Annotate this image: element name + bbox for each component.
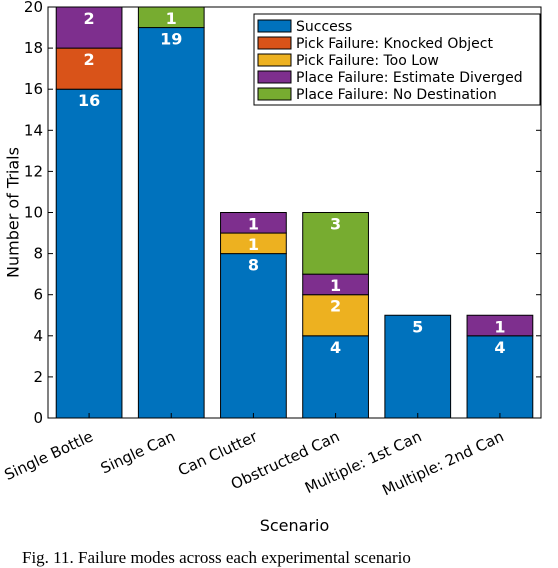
- x-tick-label-single-bottle: Single Bottle: [2, 427, 96, 484]
- legend-label-pick-failure-too-low: Pick Failure: Too Low: [296, 53, 439, 69]
- x-axis-label: Scenario: [260, 516, 330, 535]
- figure-caption: Fig. 11. Failure modes across each exper…: [22, 548, 411, 567]
- legend-label-pick-failure-knocked-object: Pick Failure: Knocked Object: [296, 36, 493, 52]
- y-tick-label: 0: [33, 409, 43, 427]
- y-tick-label: 20: [24, 0, 43, 16]
- data-label-single-bottle-pick-failure-knocked-object: 2: [84, 50, 95, 69]
- bar-single-can-success: [137, 27, 205, 419]
- bar-can-clutter-success: [220, 253, 287, 419]
- bars-layer: [55, 6, 534, 419]
- data-label-single-bottle-place-failure-estimate-diverged: 2: [84, 9, 95, 28]
- bar-multiple-1st-can-success: [384, 314, 452, 419]
- bar-multiple-2nd-can-place-failure-estimate-diverged: [466, 314, 534, 337]
- y-tick-label: 14: [24, 121, 43, 139]
- y-tick-label: 18: [24, 39, 43, 57]
- bar-can-clutter-place-failure-estimate-diverged: [220, 212, 287, 234]
- data-label-can-clutter-success: 8: [248, 256, 259, 275]
- data-label-multiple-1st-can-success: 5: [412, 317, 423, 336]
- bar-obstructed-can-place-failure-no-destination: [302, 212, 369, 275]
- y-tick-label: 16: [24, 80, 43, 98]
- bar-single-bottle-success: [55, 88, 123, 419]
- legend-swatch-pick-failure-knocked-object: [257, 36, 292, 50]
- data-label-obstructed-can-success: 4: [330, 338, 341, 357]
- y-tick-label: 10: [24, 204, 43, 222]
- data-label-can-clutter-pick-failure-too-low: 1: [248, 235, 259, 254]
- y-tick-label: 2: [33, 368, 43, 386]
- data-label-obstructed-can-place-failure-no-destination: 3: [330, 215, 341, 234]
- bar-obstructed-can-success: [302, 335, 369, 419]
- y-tick-label: 8: [33, 245, 43, 263]
- data-label-multiple-2nd-can-success: 4: [494, 338, 505, 357]
- legend-label-place-failure-estimate-diverged: Place Failure: Estimate Diverged: [296, 70, 523, 86]
- data-label-can-clutter-place-failure-estimate-diverged: 1: [248, 215, 259, 234]
- data-label-single-bottle-success: 16: [78, 91, 100, 110]
- y-tick-label: 4: [33, 327, 43, 345]
- legend-swatch-place-failure-estimate-diverged: [257, 70, 292, 84]
- data-label-single-can-place-failure-no-destination: 1: [166, 9, 177, 28]
- x-tick-label-single-can: Single Can: [98, 427, 178, 477]
- y-tick-label: 12: [24, 162, 43, 180]
- data-label-multiple-2nd-can-place-failure-estimate-diverged: 1: [494, 317, 505, 336]
- data-label-obstructed-can-place-failure-estimate-diverged: 1: [330, 276, 341, 295]
- legend-box: [253, 13, 541, 106]
- y-tick-label: 6: [33, 286, 43, 304]
- legend-label-success: Success: [296, 19, 352, 35]
- data-label-single-can-success: 19: [160, 30, 182, 49]
- legend-swatch-pick-failure-too-low: [257, 53, 292, 67]
- data-label-obstructed-can-pick-failure-too-low: 2: [330, 297, 341, 316]
- legend-swatch-success: [257, 19, 292, 33]
- bar-multiple-2nd-can-success: [466, 335, 534, 419]
- legend-label-place-failure-no-destination: Place Failure: No Destination: [296, 87, 497, 103]
- legend-swatch-place-failure-no-destination: [257, 87, 292, 101]
- y-axis-label: Number of Trials: [4, 147, 23, 278]
- bar-single-bottle-pick-failure-knocked-object: [55, 47, 123, 90]
